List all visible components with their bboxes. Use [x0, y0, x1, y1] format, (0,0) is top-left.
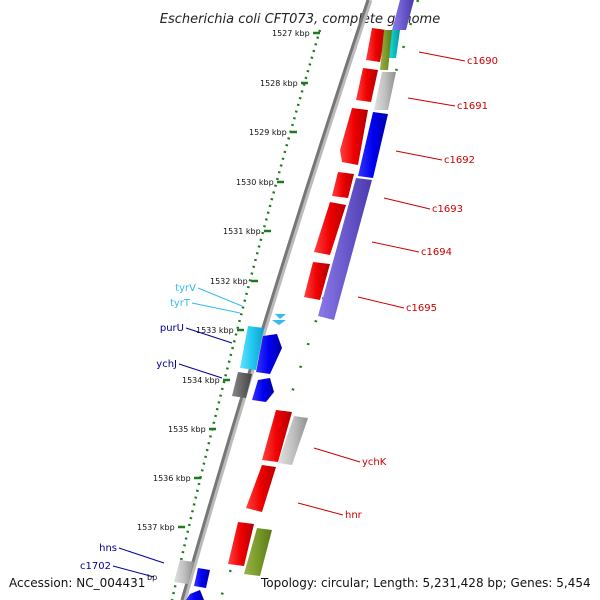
gene-label-tyrT: tyrT — [170, 298, 191, 309]
feature-arrow — [272, 320, 286, 325]
feature-arrow — [186, 590, 204, 600]
feature-arrow — [174, 560, 194, 584]
gene-leader-line — [178, 363, 223, 379]
gene-label-c1693: c1693 — [432, 204, 463, 215]
feature-arrow — [304, 262, 330, 300]
gene-label-c1695: c1695 — [406, 303, 437, 314]
gene-label-c1691: c1691 — [457, 101, 488, 112]
backbone-shadow — [181, 0, 373, 600]
gene-label-hnr: hnr — [345, 510, 363, 521]
feature-arrow — [194, 568, 210, 588]
feature-arrow — [358, 112, 388, 178]
feature-arrow — [380, 30, 392, 70]
kbp-tick-label: 1535 kbp — [168, 425, 206, 434]
feature-arrow — [340, 108, 368, 165]
feature-arrow — [318, 178, 372, 320]
kbp-tick-label: 1529 kbp — [249, 128, 287, 137]
ruler-arc — [170, 29, 322, 600]
gene-label-c1692: c1692 — [444, 155, 475, 166]
kbp-tick-label: 1531 kbp — [223, 227, 261, 236]
feature-arrow — [356, 68, 378, 102]
gene-leader-line — [185, 327, 233, 344]
feature-arrow — [244, 528, 272, 576]
feature-arrow — [246, 465, 276, 512]
feature-arrow — [392, 0, 414, 30]
feature-arrow — [374, 72, 396, 110]
kbp-tick-label: 1532 kbp — [210, 277, 248, 286]
gene-label-c1702: c1702 — [80, 561, 111, 572]
gene-leader-line — [383, 197, 431, 210]
backbone — [180, 0, 370, 600]
gene-label-c1694: c1694 — [421, 247, 452, 258]
kbp-tick-label: 1533 kbp — [196, 326, 234, 335]
kbp-tick-label: 1537 kbp — [137, 523, 175, 532]
kbp-tick-label: 1530 kbp — [236, 178, 274, 187]
feature-arrow — [256, 334, 282, 374]
feature-arrow — [252, 378, 274, 402]
gene-leader-line — [118, 547, 165, 564]
gene-leader-line — [197, 287, 243, 307]
gene-features — [174, 0, 414, 600]
gene-label-tyrV: tyrV — [175, 283, 196, 294]
gene-leader-line — [191, 302, 241, 314]
gene-leader-line — [297, 502, 344, 516]
feature-arrow — [228, 522, 254, 566]
gene-leader-line — [407, 97, 456, 107]
kbp-tick-label: 1536 kbp — [153, 474, 191, 483]
kbp-ticks: 1527 kbp 1528 kbp 1529 kbp 1530 kbp 1531 kbp… — [137, 29, 320, 532]
gene-leader-line — [418, 51, 466, 62]
kbp-tick-label: 1534 kbp — [182, 376, 220, 385]
feature-arrow — [262, 410, 292, 462]
gene-leader-line — [395, 150, 443, 161]
gene-label-purU: purU — [160, 323, 184, 334]
feature-arrow — [366, 28, 386, 62]
map-title: Escherichia coli CFT073, complete genome — [160, 12, 440, 27]
partial-bp-label: bp — [147, 573, 157, 582]
feature-arrow — [232, 372, 252, 398]
gene-label-ychK: ychK — [362, 457, 387, 468]
kbp-tick-label: 1528 kbp — [260, 79, 298, 88]
feature-arrow — [332, 172, 354, 198]
feature-arrow — [314, 202, 346, 255]
gene-labels: c1690 c1691 c1692 c1693 c1694 c1695 tyrV tyrT pu… — [80, 51, 498, 578]
feature-arrow — [275, 314, 286, 319]
feature-arrow — [278, 416, 308, 465]
gene-leader-line — [112, 565, 155, 578]
gene-leader-line — [313, 447, 361, 463]
gene-label-c1690: c1690 — [467, 56, 498, 67]
gene-label-ychJ: ychJ — [156, 359, 177, 370]
gene-leader-line — [371, 241, 420, 253]
accession-text: Accession: NC_004431 — [7, 576, 148, 590]
topology-summary: Topology: circular; Length: 5,231,428 bp… — [259, 576, 593, 590]
gene-label-hns: hns — [99, 543, 117, 554]
kbp-tick-label: 1527 kbp — [272, 29, 310, 38]
gene-leader-line — [357, 296, 405, 309]
feature-arrow — [240, 326, 264, 370]
